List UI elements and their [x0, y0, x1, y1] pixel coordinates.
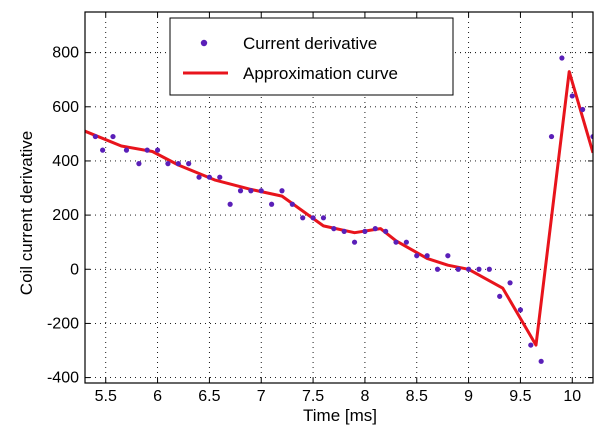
- y-tick-label: 800: [52, 45, 79, 62]
- ticks: [85, 12, 593, 383]
- current-derivative-point: [258, 188, 264, 194]
- legend: Current derivative Approximation curve: [169, 17, 454, 96]
- current-derivative-point: [434, 266, 441, 272]
- legend-box: [169, 17, 454, 96]
- y-tick-label: 200: [52, 207, 79, 224]
- current-derivative-point: [403, 239, 409, 245]
- current-derivative-point: [144, 147, 150, 153]
- current-derivative-point: [455, 266, 461, 272]
- current-derivative-point: [289, 201, 295, 207]
- current-derivative-point: [445, 253, 451, 259]
- legend-label-current-derivative: Current derivative: [243, 34, 377, 53]
- current-derivative-point: [237, 188, 244, 194]
- grid: [85, 12, 593, 383]
- current-derivative-point: [569, 93, 575, 99]
- current-derivative-point: [548, 133, 555, 140]
- x-tick-label: 6: [153, 388, 162, 405]
- y-tick-label: 400: [52, 153, 79, 170]
- current-derivative-point: [206, 174, 213, 180]
- current-derivative-point: [123, 147, 130, 153]
- current-derivative-point: [362, 228, 368, 234]
- current-derivative-point: [517, 307, 524, 313]
- current-derivative-point: [186, 161, 192, 167]
- current-derivative-point: [310, 215, 316, 221]
- x-tick-label: 7: [257, 388, 266, 405]
- current-derivative-point: [269, 201, 275, 207]
- current-derivative-point: [217, 174, 223, 180]
- y-tick-label: -200: [47, 315, 79, 332]
- legend-marker-current-derivative: [200, 39, 208, 47]
- current-derivative-point: [538, 358, 544, 364]
- plot-frame: [84, 11, 594, 384]
- current-derivative-point: [110, 133, 116, 140]
- y-tick-label: -400: [47, 370, 79, 387]
- current-derivative-point: [341, 228, 347, 234]
- current-derivative-point: [424, 253, 430, 259]
- current-derivative-point: [559, 55, 565, 61]
- current-derivative-point: [300, 215, 306, 221]
- y-axis-title: Coil current derivative: [17, 131, 36, 295]
- current-derivative-point: [528, 342, 534, 348]
- current-derivative-point: [393, 239, 399, 245]
- x-tick-label: 10: [563, 388, 581, 405]
- x-tick-label: 8: [360, 388, 369, 405]
- current-derivative-point: [248, 188, 254, 194]
- legend-label-approximation-curve: Approximation curve: [243, 64, 398, 83]
- current-derivative-point: [372, 226, 378, 232]
- current-derivative-point: [351, 239, 358, 245]
- current-derivative-point: [486, 266, 492, 272]
- current-derivative-point: [320, 215, 327, 221]
- current-derivative-point: [580, 106, 586, 113]
- x-axis-title: Time [ms]: [303, 406, 377, 425]
- current-derivative-point: [227, 201, 233, 207]
- current-derivative-point: [196, 174, 202, 180]
- current-derivative-point: [497, 293, 503, 299]
- x-tick-label: 9.5: [509, 388, 531, 405]
- current-derivative-point: [465, 266, 472, 272]
- current-derivative-point: [331, 226, 337, 232]
- x-tick-label: 7.5: [302, 388, 324, 405]
- current-derivative-point: [136, 161, 142, 167]
- current-derivative-point: [414, 253, 420, 259]
- y-tick-label: 600: [52, 99, 79, 116]
- y-tick-label: 0: [70, 261, 79, 278]
- current-derivative-point: [154, 147, 161, 153]
- approximation-curve-line: [85, 70, 593, 347]
- current-derivative-point: [279, 188, 285, 194]
- current-derivative-point: [175, 161, 181, 167]
- current-derivative-point: [590, 133, 593, 140]
- current-derivative-point: [383, 228, 389, 234]
- x-tick-label: 6.5: [198, 388, 220, 405]
- current-derivative-point: [100, 147, 106, 153]
- current-derivative-point: [507, 280, 513, 286]
- x-tick-label: 8.5: [406, 388, 428, 405]
- x-tick-label: 9: [464, 388, 473, 405]
- current-derivative-point: [92, 133, 98, 140]
- x-tick-label: 5.5: [95, 388, 117, 405]
- current-derivative-point: [165, 161, 171, 167]
- tick-labels: 5.5 6 6.5 7 7.5 8 8.5 9 9.5 10 -400 -200 0 200 400 600 8…: [47, 45, 581, 405]
- current-derivative-point: [476, 266, 482, 272]
- series-layer: [85, 55, 593, 364]
